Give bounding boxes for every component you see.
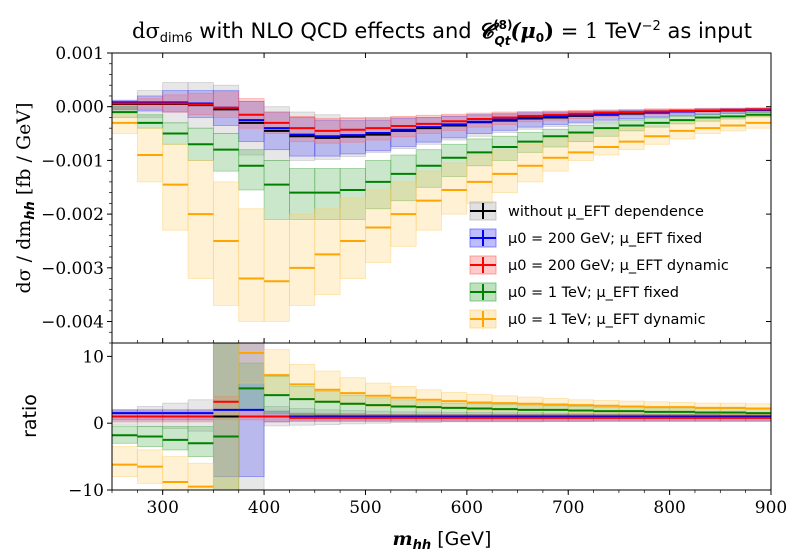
series-4-band-bin-19 bbox=[593, 130, 620, 156]
series-4-band-bin-6 bbox=[263, 219, 290, 322]
x-tick-label-2: 500 bbox=[349, 498, 381, 518]
ratio-y-tick-label-1: 0 bbox=[93, 414, 104, 434]
series-4-band-bin-9 bbox=[339, 197, 366, 279]
series-4-band-bin-18 bbox=[567, 133, 594, 161]
top-y-tick-label-2: −0.001 bbox=[41, 151, 104, 171]
series-3-band-bin-10 bbox=[365, 160, 392, 210]
series-3-ratio-band-bin-3 bbox=[187, 426, 214, 457]
x-tick-label-4: 700 bbox=[552, 498, 584, 518]
top-y-tick-label-4: −0.003 bbox=[41, 259, 104, 279]
series-4-ratio-band-bin-5 bbox=[238, 343, 265, 384]
legend-label-1: μ0 = 200 GeV; μ_EFT fixed bbox=[508, 231, 702, 247]
legend-label-3: μ0 = 1 TeV; μ_EFT fixed bbox=[508, 285, 679, 301]
series-4-band-bin-4 bbox=[212, 181, 240, 306]
series-4-band-bin-21 bbox=[643, 125, 671, 145]
series-3-band-bin-4 bbox=[212, 133, 240, 172]
series-3-band-bin-7 bbox=[289, 168, 316, 220]
legend-label-4: μ0 = 1 TeV; μ_EFT dynamic bbox=[508, 312, 706, 328]
series-4-ratio-band-bin-6 bbox=[263, 349, 290, 394]
series-3-band-bin-15 bbox=[491, 135, 518, 161]
x-tick-label-6: 900 bbox=[755, 498, 787, 518]
ratio-y-axis-label: ratio bbox=[19, 394, 41, 438]
series-0-band-bin-13 bbox=[441, 115, 468, 141]
series-4-band-bin-14 bbox=[466, 154, 493, 204]
series-3-band-bin-9 bbox=[339, 168, 366, 220]
x-axis-label: mhh [GeV] bbox=[393, 528, 492, 553]
series-4-band-bin-7 bbox=[289, 213, 316, 306]
series-4-band-bin-5 bbox=[238, 208, 265, 322]
series-3-band-bin-11 bbox=[390, 154, 417, 202]
series-4-band-bin-15 bbox=[491, 149, 518, 194]
series-3-band-bin-5 bbox=[238, 149, 265, 191]
ratio-lines-layer bbox=[112, 343, 771, 488]
series-4-ratio-band-bin-3 bbox=[187, 462, 214, 490]
series-3-band-bin-12 bbox=[415, 149, 442, 188]
series-4-band-bin-24 bbox=[719, 117, 747, 132]
x-tick-label-1: 400 bbox=[248, 498, 280, 518]
top-y-tick-label-5: −0.004 bbox=[41, 313, 104, 333]
series-4-band-bin-20 bbox=[618, 127, 645, 151]
ticks-layer: 300 400 500 600 700 800 900 0.001 0.000 −0.001 −0.… bbox=[41, 44, 787, 518]
x-tick-label-0: 300 bbox=[146, 498, 178, 518]
top-y-tick-label-1: 0.000 bbox=[55, 98, 104, 118]
series-2-ratio-band-bin-5 bbox=[238, 409, 265, 421]
top-lines-layer bbox=[112, 101, 771, 283]
top-y-axis-label: dσ / dmhh [fb / GeV] bbox=[13, 103, 38, 294]
legend-label-2: μ0 = 200 GeV; μ_EFT dynamic bbox=[508, 258, 729, 274]
x-tick-label-3: 600 bbox=[451, 498, 483, 518]
series-4-ratio-band-bin-7 bbox=[289, 363, 316, 401]
chart-title: dσdim6 with NLO QCD effects and 𝓒(8) Qt(μ… bbox=[132, 18, 752, 48]
series-4-ratio-band-bin-10 bbox=[365, 382, 392, 407]
series-4-ratio-band-bin-2 bbox=[162, 456, 189, 490]
series-3-ratio-band-bin-7 bbox=[289, 386, 316, 415]
top-y-tick-label-3: −0.002 bbox=[41, 205, 104, 225]
ratio-y-tick-label-2: −10 bbox=[68, 481, 104, 501]
series-4-band-bin-3 bbox=[187, 160, 214, 279]
series-4-band-bin-13 bbox=[441, 162, 468, 215]
series-4-band-bin-23 bbox=[694, 119, 721, 134]
series-4-ratio-band-bin-9 bbox=[339, 377, 366, 406]
series-0-band-bin-11 bbox=[390, 117, 417, 149]
series-2-ratio-band-bin-6 bbox=[263, 412, 290, 423]
series-3-ratio-band-bin-2 bbox=[162, 426, 189, 451]
series-3-band-bin-6 bbox=[263, 160, 290, 220]
series-3-band-bin-8 bbox=[314, 168, 341, 220]
series-4-band-bin-2 bbox=[162, 143, 189, 231]
series-4-band-bin-8 bbox=[314, 208, 341, 296]
series-3-band-bin-1 bbox=[136, 114, 164, 129]
top-y-tick-label-0: 0.001 bbox=[55, 44, 104, 64]
series-2-band-bin-13 bbox=[441, 113, 468, 131]
series-4-band-bin-10 bbox=[365, 189, 392, 263]
series-2-band-bin-4 bbox=[212, 91, 240, 118]
series-4-ratio-band-bin-0 bbox=[112, 446, 138, 478]
series-3-band-bin-13 bbox=[441, 143, 468, 177]
series-4-band-bin-17 bbox=[542, 138, 569, 172]
series-4-band-bin-16 bbox=[517, 143, 544, 183]
x-tick-label-5: 800 bbox=[653, 498, 685, 518]
series-4-ratio-band-bin-8 bbox=[314, 370, 341, 404]
series-2-band-bin-14 bbox=[466, 112, 493, 128]
legend-label-0: without μ_EFT dependence bbox=[508, 204, 704, 220]
ratio-y-tick-label-0: 10 bbox=[82, 347, 104, 367]
legend: without μ_EFT dependence μ0 = 200 GeV; μ_… bbox=[469, 201, 729, 329]
